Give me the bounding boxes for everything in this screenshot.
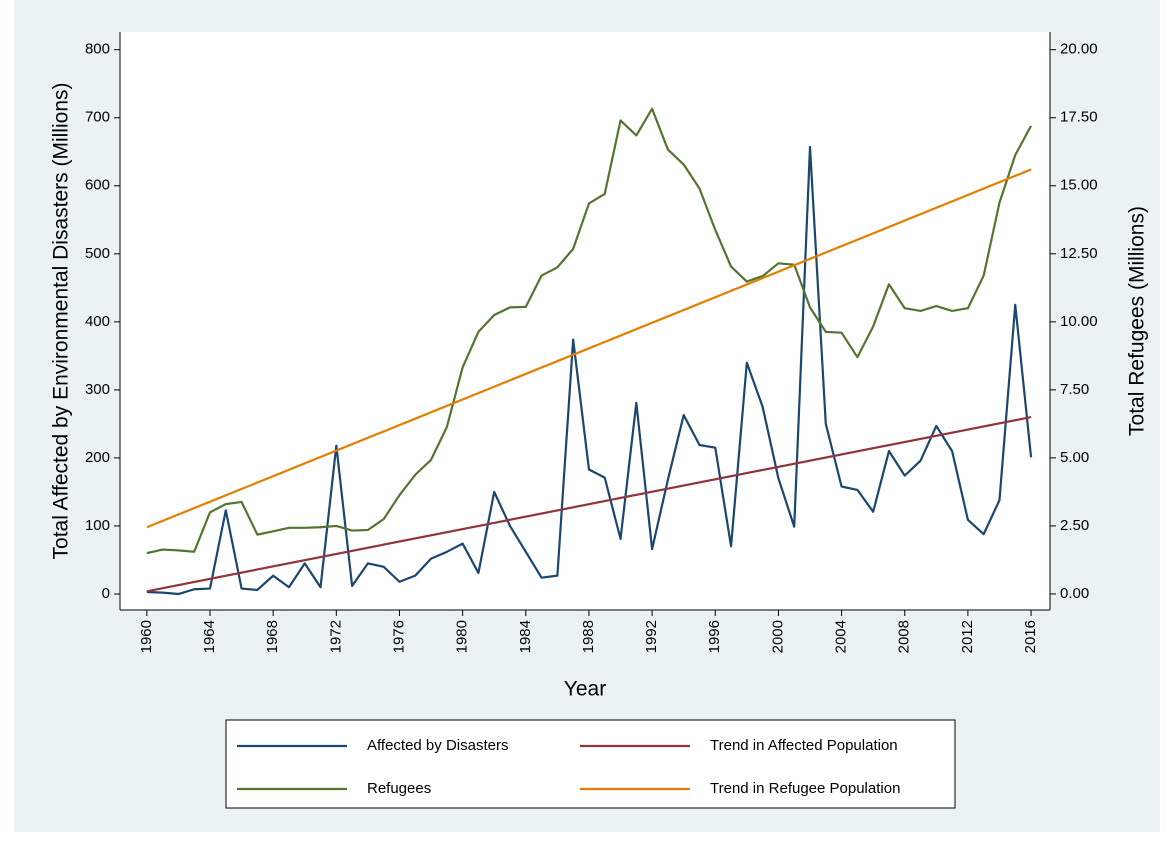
line	[146, 145, 1033, 596]
legend-label: Trend in Affected Population	[710, 737, 898, 754]
x-tick-label: 1980	[454, 620, 471, 653]
y2-tick-label: 15.00	[1060, 177, 1098, 194]
y-tick-label: 400	[85, 313, 110, 330]
y-tick-label: 500	[85, 245, 110, 262]
legend-label: Trend in Refugee Population	[710, 780, 900, 797]
x-tick-label: 1992	[643, 620, 660, 653]
y-tick-label: 700	[85, 109, 110, 126]
y2-tick-label: 17.50	[1060, 109, 1098, 126]
x-tick-label: 1984	[517, 620, 534, 653]
y2-tick-label: 0.00	[1060, 585, 1089, 602]
y-tick-label: 800	[85, 41, 110, 58]
x-tick-label: 2000	[769, 620, 786, 653]
y-tick-label: 300	[85, 381, 110, 398]
y-axis-title: Total Affected by Environmental Disaster…	[50, 83, 73, 560]
y2-tick-label: 20.00	[1060, 41, 1098, 58]
y-tick-label: 100	[85, 517, 110, 534]
x-tick-label: 1968	[264, 620, 281, 653]
x-tick-label: 1976	[390, 620, 407, 653]
y-tick-label: 0	[102, 585, 110, 602]
y2-tick-label: 2.50	[1060, 517, 1089, 534]
legend-label: Refugees	[367, 780, 431, 797]
y-tick-label: 600	[85, 177, 110, 194]
x-tick-label: 2016	[1022, 620, 1039, 653]
legend	[225, 719, 956, 809]
y2-tick-label: 12.50	[1060, 245, 1098, 262]
x-tick-label: 1964	[201, 620, 218, 653]
x-axis-title: Year	[564, 678, 606, 701]
legend-label: Affected by Disasters	[367, 737, 508, 754]
line	[146, 416, 1032, 593]
x-tick-label: 2004	[833, 620, 850, 653]
y2-axis-title: Total Refugees (Millions)	[1126, 206, 1149, 436]
x-tick-label: 1960	[138, 620, 155, 653]
line	[146, 168, 1032, 529]
line	[146, 107, 1033, 555]
y-tick-label: 200	[85, 449, 110, 466]
x-tick-label: 1988	[580, 620, 597, 653]
y2-tick-label: 7.50	[1060, 381, 1089, 398]
x-tick-label: 2012	[959, 620, 976, 653]
x-tick-label: 1996	[706, 620, 723, 653]
plot-region	[120, 32, 1050, 610]
x-tick-label: 1972	[327, 620, 344, 653]
x-tick-label: 2008	[896, 620, 913, 653]
y2-tick-label: 10.00	[1060, 313, 1098, 330]
y2-tick-label: 5.00	[1060, 449, 1089, 466]
